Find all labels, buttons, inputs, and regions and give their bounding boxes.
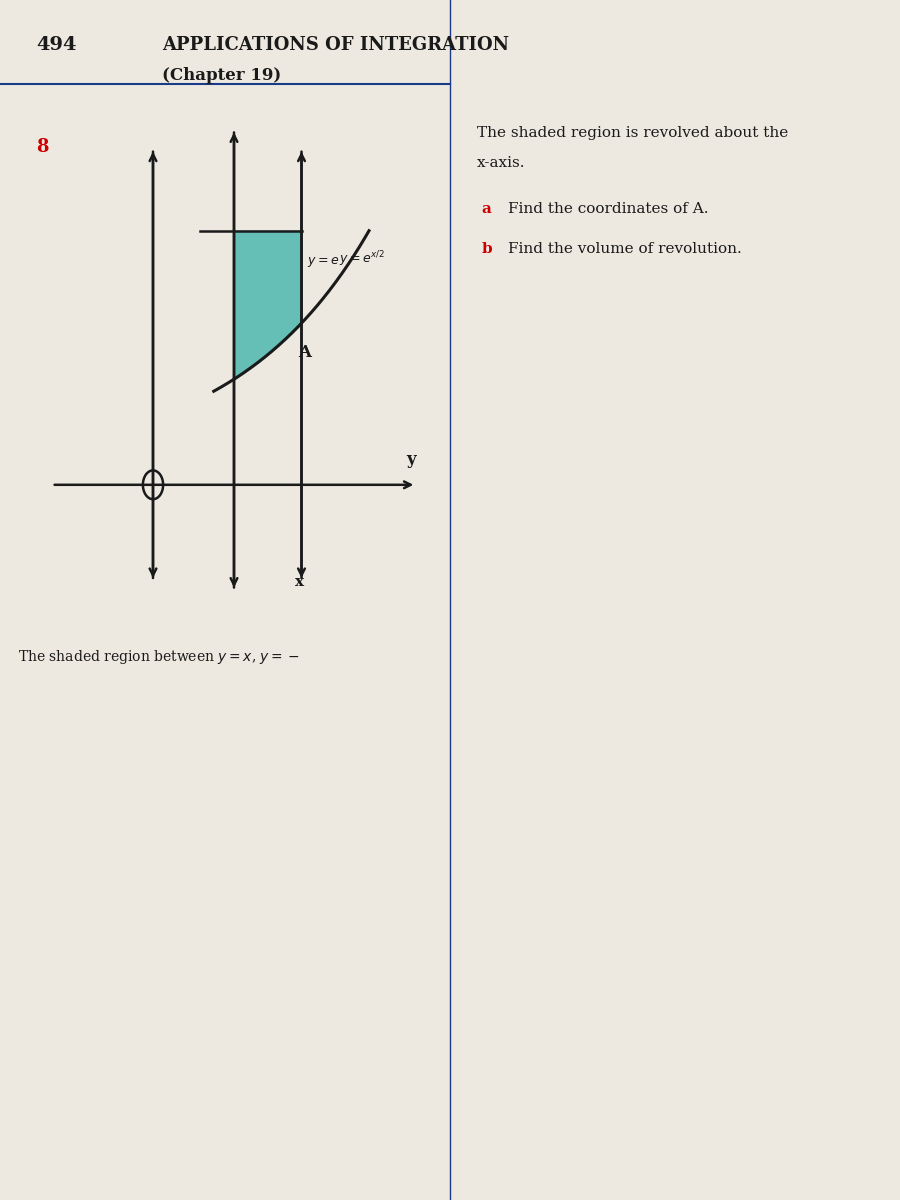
Text: b: b [482, 242, 492, 257]
Text: $y = e$: $y = e$ [307, 256, 339, 269]
Text: The shaded region between $y = x$, $y = -$: The shaded region between $y = x$, $y = … [18, 648, 300, 666]
Text: 494: 494 [36, 36, 76, 54]
Text: y: y [406, 451, 416, 468]
Text: (Chapter 19): (Chapter 19) [162, 67, 281, 84]
Text: APPLICATIONS OF INTEGRATION: APPLICATIONS OF INTEGRATION [162, 36, 509, 54]
Text: x-axis.: x-axis. [477, 156, 526, 170]
Text: x: x [295, 575, 304, 588]
Text: 8: 8 [36, 138, 49, 156]
Text: The shaded region is revolved about the: The shaded region is revolved about the [477, 126, 788, 140]
Text: $y = e^{x/2}$: $y = e^{x/2}$ [338, 250, 384, 269]
Text: a: a [482, 202, 491, 216]
Text: A: A [298, 343, 311, 361]
Text: Find the coordinates of A.: Find the coordinates of A. [508, 202, 709, 216]
Text: Find the volume of revolution.: Find the volume of revolution. [508, 242, 742, 257]
